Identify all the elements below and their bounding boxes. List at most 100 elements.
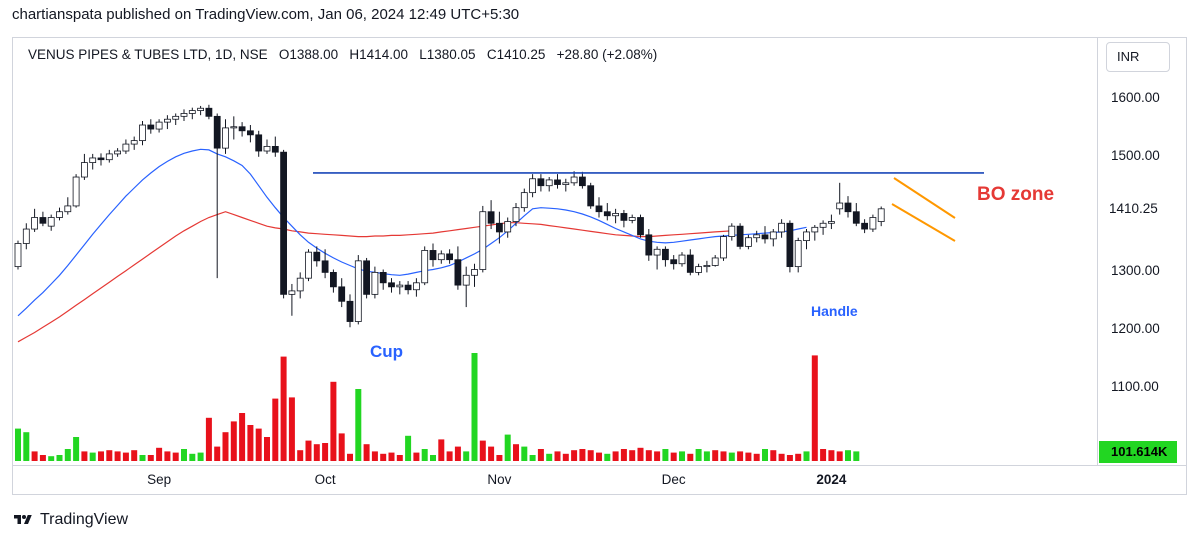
candle-body bbox=[379, 271, 387, 284]
volume-bar bbox=[247, 425, 254, 461]
volume-bar bbox=[413, 452, 420, 461]
candle-body bbox=[778, 222, 785, 233]
volume-bar bbox=[147, 455, 154, 461]
candle-body bbox=[263, 145, 271, 152]
candle-body bbox=[255, 134, 263, 152]
candle-body bbox=[354, 260, 362, 322]
volume-bar bbox=[172, 452, 179, 461]
price-tick-label: 1200.00 bbox=[1111, 321, 1160, 337]
candle-body bbox=[230, 126, 238, 129]
candle-body bbox=[404, 284, 412, 291]
candle-body bbox=[47, 217, 55, 227]
candle-body bbox=[637, 217, 644, 236]
volume-bar bbox=[396, 455, 403, 461]
volume-bar bbox=[745, 452, 752, 461]
chart-frame bbox=[12, 37, 1187, 495]
volume-bar bbox=[330, 381, 337, 461]
candle-body bbox=[246, 130, 254, 136]
volume-bar bbox=[554, 451, 561, 461]
volume-bar bbox=[131, 450, 138, 461]
candle-body bbox=[479, 211, 487, 270]
volume-bar bbox=[504, 434, 511, 461]
volume-bar bbox=[288, 397, 295, 461]
volume-bar bbox=[454, 446, 461, 461]
volume-bar bbox=[347, 453, 353, 461]
symbol-info[interactable]: VENUS PIPES & TUBES LTD, 1D, NSE bbox=[28, 47, 268, 62]
candle-body bbox=[836, 202, 844, 210]
volume-bar bbox=[479, 440, 486, 461]
volume-bar bbox=[313, 444, 320, 461]
candle-body bbox=[711, 257, 719, 266]
volume-bar bbox=[388, 452, 395, 461]
volume-bar bbox=[73, 437, 80, 461]
volume-bar bbox=[612, 451, 619, 461]
candle-body bbox=[720, 236, 727, 259]
volume-bar bbox=[471, 353, 478, 461]
volume-tag: 101.614K bbox=[1099, 441, 1177, 463]
volume-bar bbox=[712, 450, 719, 461]
volume-bar bbox=[48, 456, 55, 461]
candle-body bbox=[14, 243, 22, 268]
candle-body bbox=[313, 251, 321, 262]
candle-body bbox=[786, 222, 794, 268]
candle-body bbox=[877, 208, 885, 222]
cup-annotation: Cup bbox=[370, 342, 404, 361]
candle-body bbox=[213, 115, 221, 149]
price-axis-divider bbox=[1097, 38, 1098, 465]
time-tick-label: Oct bbox=[314, 472, 336, 487]
tradingview-logo[interactable]: TradingView bbox=[12, 511, 128, 529]
candle-body bbox=[114, 150, 121, 155]
candle-body bbox=[97, 157, 105, 161]
volume-bar bbox=[579, 449, 586, 461]
candle-body bbox=[487, 211, 495, 224]
volume-bar bbox=[845, 450, 851, 461]
candle-body bbox=[188, 110, 196, 114]
ma-slow-line bbox=[17, 211, 732, 343]
candle-body bbox=[321, 260, 329, 273]
candle-body bbox=[529, 178, 536, 194]
volume-bar bbox=[695, 449, 702, 461]
currency-button[interactable]: INR bbox=[1106, 42, 1170, 72]
volume-bar bbox=[15, 428, 21, 461]
volume-bar bbox=[31, 451, 38, 461]
candle-body bbox=[56, 211, 63, 218]
bo-zone-annotation: BO zone bbox=[977, 184, 1055, 205]
volume-bar bbox=[853, 451, 860, 461]
volume-bar bbox=[521, 446, 528, 461]
candle-body bbox=[628, 217, 636, 221]
volume-bar bbox=[214, 446, 221, 461]
volume-bar bbox=[438, 439, 445, 461]
volume-bar bbox=[264, 437, 270, 461]
time-tick-label: 2024 bbox=[816, 472, 847, 487]
volume-bar bbox=[529, 455, 536, 461]
candle-body bbox=[595, 205, 603, 213]
price-tick-label: 1500.00 bbox=[1111, 147, 1160, 163]
candle-body bbox=[562, 182, 570, 185]
volume-bar bbox=[488, 446, 495, 461]
volume-bar bbox=[305, 440, 312, 461]
candle-body bbox=[296, 277, 304, 292]
candle-body bbox=[64, 205, 72, 213]
tradingview-logo-icon bbox=[14, 515, 32, 524]
volume-bar bbox=[687, 453, 694, 461]
volume-bar bbox=[836, 451, 843, 461]
volume-bar bbox=[139, 455, 146, 461]
time-axis-divider bbox=[13, 465, 1186, 466]
price-tick-label: 1300.00 bbox=[1111, 263, 1160, 279]
volume-bar bbox=[230, 421, 237, 461]
candle-body bbox=[396, 284, 404, 288]
candle-body bbox=[869, 217, 877, 230]
candle-body bbox=[346, 300, 354, 322]
candle-body bbox=[429, 250, 437, 261]
volume-bar bbox=[803, 451, 810, 461]
candle-body bbox=[437, 253, 445, 261]
volume-bar bbox=[380, 453, 387, 461]
volume-bar bbox=[720, 451, 727, 461]
volume-bar bbox=[355, 389, 362, 461]
open-value: O1388.00 bbox=[278, 47, 339, 62]
candle-body bbox=[512, 207, 520, 222]
candle-body bbox=[612, 213, 619, 217]
volume-bar bbox=[64, 449, 71, 461]
volume-bar bbox=[795, 453, 802, 461]
